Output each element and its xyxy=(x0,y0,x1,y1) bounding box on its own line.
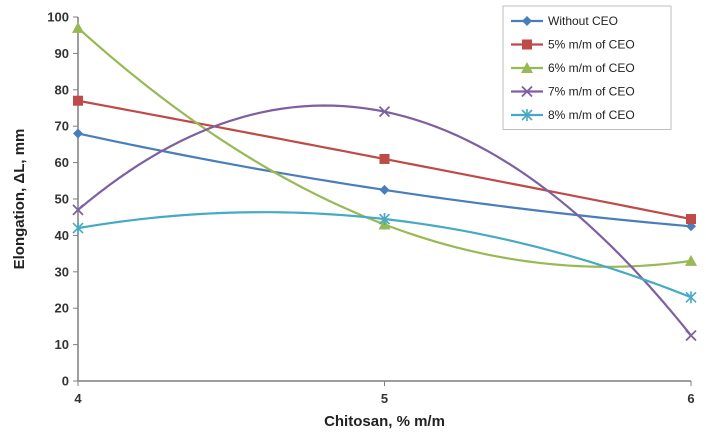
y-tick-label: 50 xyxy=(55,192,69,207)
data-point-marker xyxy=(72,21,84,33)
x-tick-label: 4 xyxy=(74,391,82,406)
data-point-marker xyxy=(378,213,391,226)
y-tick-label: 100 xyxy=(47,10,69,25)
data-point-marker xyxy=(685,329,697,342)
y-tick-label: 0 xyxy=(62,374,69,389)
data-point-marker xyxy=(685,291,697,304)
legend-label: Without CEO xyxy=(548,14,618,28)
data-point-marker xyxy=(378,106,391,118)
data-point-marker xyxy=(72,204,84,216)
x-tick-label: 5 xyxy=(381,391,388,406)
y-tick-label: 30 xyxy=(55,264,69,279)
legend-label: 8% m/m of CEO xyxy=(548,108,635,122)
legend-marker xyxy=(522,16,532,26)
y-tick-label: 10 xyxy=(55,337,69,352)
y-tick-label: 60 xyxy=(55,155,69,170)
legend: Without CEO 5% m/m of CEO 6% m/m of CEO 7% … xyxy=(502,5,672,130)
y-tick-label: 70 xyxy=(55,119,69,134)
series-markers xyxy=(72,21,697,342)
x-tick-label: 6 xyxy=(687,391,694,406)
legend-marker xyxy=(521,109,533,121)
legend-label: 5% m/m of CEO xyxy=(548,38,635,52)
y-tick-label: 90 xyxy=(55,46,69,61)
data-point-marker xyxy=(686,214,696,225)
legend-label: 7% m/m of CEO xyxy=(548,85,635,99)
legend-marker xyxy=(522,39,532,50)
legend-marker xyxy=(521,62,533,73)
data-point-marker xyxy=(72,222,84,235)
legend-label: 6% m/m of CEO xyxy=(548,61,635,75)
y-tick-label: 40 xyxy=(55,228,69,243)
x-ticks: 4 5 6 xyxy=(74,381,695,406)
x-axis-title: Chitosan, % m/m xyxy=(324,413,445,430)
legend-marker xyxy=(521,85,533,98)
data-point-marker xyxy=(379,153,390,164)
data-point-marker xyxy=(685,254,697,266)
y-ticks: 0 10 20 30 40 50 60 70 80 90 100 xyxy=(47,10,78,389)
y-tick-label: 80 xyxy=(55,82,69,97)
data-point-marker xyxy=(379,184,390,195)
y-tick-label: 20 xyxy=(55,301,69,316)
data-point-marker xyxy=(73,128,83,139)
y-axis-title: Elongation, ΔL, mm xyxy=(11,129,28,270)
data-point-marker xyxy=(73,95,83,106)
